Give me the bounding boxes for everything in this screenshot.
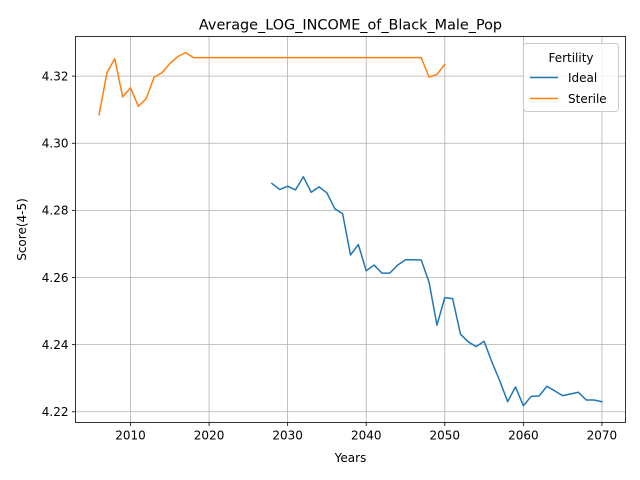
plot-frame — [75, 36, 626, 423]
y-axis-ticks: 4.22 4.24 4.26 4.28 4.30 4.32 — [42, 69, 76, 419]
x-axis-ticks: 2010 2020 2030 2040 2050 2060 2070 — [115, 422, 618, 443]
chart-title: Average_LOG_INCOME_of_Black_Male_Pop — [199, 18, 502, 34]
x-tick-label: 2050 — [430, 429, 461, 443]
y-axis-title: Score(4-5) — [15, 198, 29, 261]
y-tick-label: 4.24 — [42, 338, 69, 352]
x-tick-label: 2030 — [272, 429, 303, 443]
legend-title: Fertility — [548, 51, 593, 65]
series-line-ideal — [270, 176, 603, 407]
x-tick-label: 2010 — [115, 429, 146, 443]
y-tick-label: 4.30 — [42, 137, 69, 151]
x-tick-label: 2020 — [194, 429, 225, 443]
series-layer — [98, 51, 603, 407]
legend-label-ideal: Ideal — [568, 71, 597, 85]
y-tick-label: 4.26 — [42, 271, 69, 285]
grid — [75, 36, 626, 423]
x-tick-label: 2070 — [587, 429, 618, 443]
y-tick-label: 4.28 — [42, 204, 69, 218]
x-tick-label: 2060 — [508, 429, 539, 443]
x-axis-title: Years — [334, 451, 367, 465]
legend-box — [523, 43, 619, 112]
series-line-sterile — [98, 51, 446, 116]
legend-label-sterile: Sterile — [568, 92, 607, 106]
legend: Fertility Ideal Sterile — [523, 43, 619, 112]
y-tick-label: 4.32 — [42, 69, 69, 83]
x-tick-label: 2040 — [351, 429, 382, 443]
y-tick-label: 4.22 — [42, 405, 69, 419]
